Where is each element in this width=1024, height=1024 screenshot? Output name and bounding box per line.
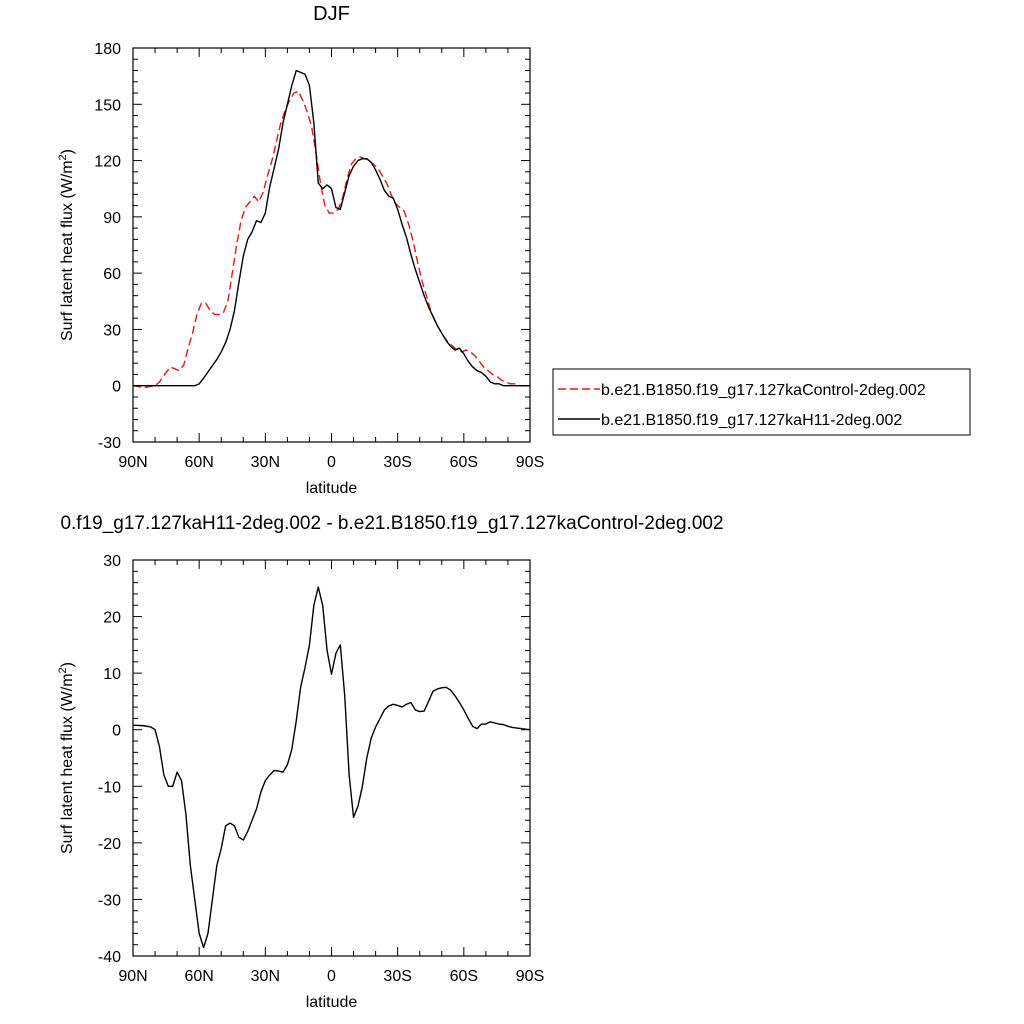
x-tick-label: 60S [450,968,478,985]
y-tick-label: 120 [94,154,121,171]
x-tick-label: 0 [327,454,336,471]
y-tick-label: 180 [94,41,121,58]
x-tick-label: 30S [383,968,411,985]
x-tick-label: 30N [251,968,280,985]
series-line-h11 [133,69,530,387]
y-tick-label: 30 [103,553,121,570]
chart-panel-difference: 0.f19_g17.127kaH11-2deg.002 - b.e21.B185… [57,513,724,1011]
chart-panel-djf: DJF 90N 60N 30N 0 30S 60S 90S -30 0 30 60 90 120 150 18… [57,3,544,497]
y-tick-label: -10 [98,779,121,796]
x-tick-label: 90S [516,968,544,985]
x-tick-label: 0 [327,968,336,985]
y-tick-label: 90 [103,210,121,227]
y-axis-label: Surf latent heat flux (W/m2) [57,662,76,854]
series-line-control [133,90,530,389]
x-tick-label: 60N [184,968,213,985]
x-tick-label: 90N [118,454,147,471]
y-tick-label: 30 [103,322,121,339]
legend-box [552,368,971,436]
y-tick-label: 0 [112,723,121,740]
y-tick-label: -30 [98,435,121,452]
y-tick-label: 0 [112,379,121,396]
y-axis-label: Surf latent heat flux (W/m2) [57,149,76,341]
x-tick-label: 90N [118,968,147,985]
x-tick-label: 60N [184,454,213,471]
chart-title: 0.f19_g17.127kaH11-2deg.002 - b.e21.B185… [60,513,723,534]
y-tick-label: -20 [98,836,121,853]
y-tick-label: 20 [103,610,121,627]
y-tick-label: -40 [98,949,121,966]
y-tick-label: 60 [103,266,121,283]
x-tick-label: 90S [516,454,544,471]
y-tick-label: 10 [103,666,121,683]
plot-frame [132,47,531,443]
x-tick-label: 60S [450,454,478,471]
chart-title: DJF [313,3,350,25]
legend-entry: b.e21.B1850.f19_g17.127kaH11-2deg.002 [601,412,902,429]
plot-frame [132,559,531,957]
x-tick-label: 30N [251,454,280,471]
legend: b.e21.B1850.f19_g17.127kaControl-2deg.00… [552,368,971,436]
x-tick-label: 30S [383,454,411,471]
y-tick-label: -30 [98,892,121,909]
legend-entry: b.e21.B1850.f19_g17.127kaControl-2deg.00… [601,382,926,399]
x-axis-label: latitude [306,480,358,497]
y-tick-label: 150 [94,97,121,114]
x-axis-label: latitude [306,994,358,1011]
series-line-difference [133,586,530,949]
